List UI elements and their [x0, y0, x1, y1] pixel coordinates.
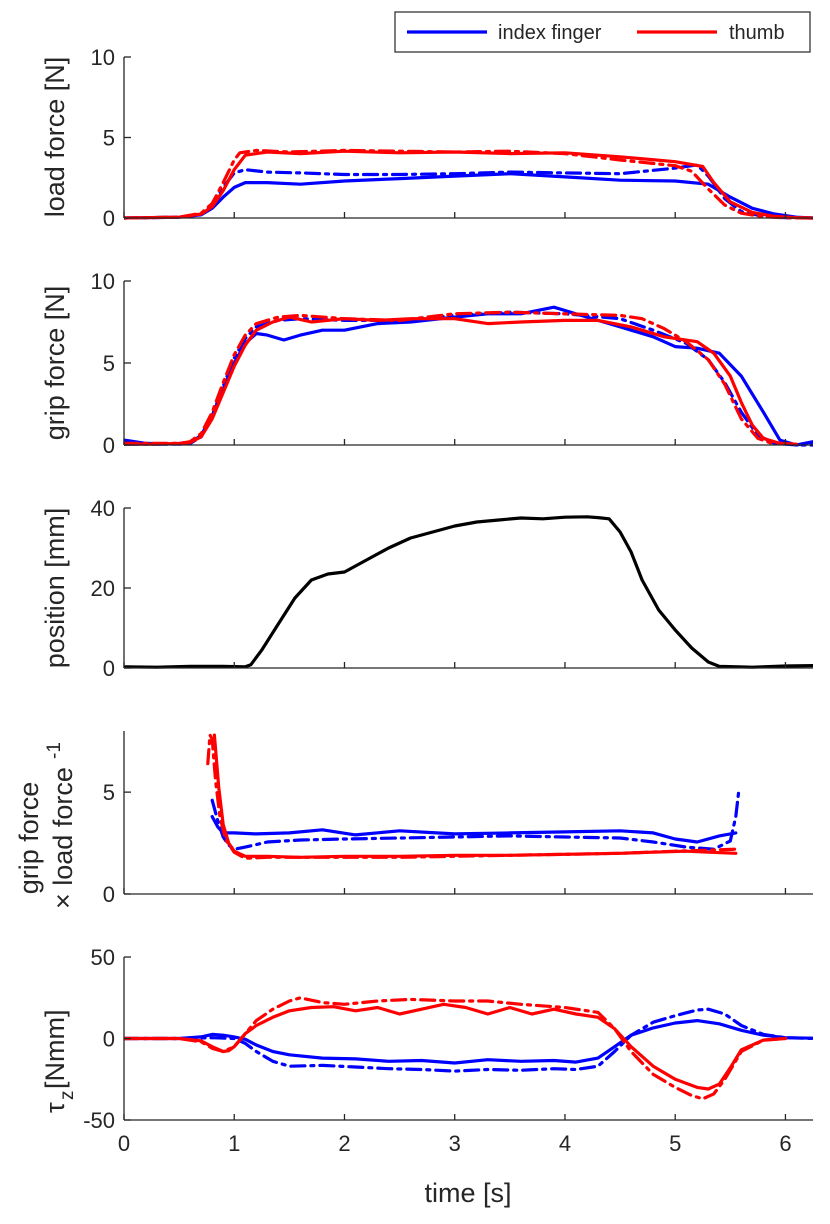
legend-label-index: index finger	[498, 22, 602, 44]
xtick-label-0: 0	[118, 1131, 130, 1156]
xlabel: time [s]	[424, 1178, 511, 1208]
series-ratio-1	[210, 786, 741, 851]
ytick-label-grip-force-2: 10	[91, 269, 115, 294]
xtick-label-5: 5	[669, 1131, 681, 1156]
panel-load-force: 0 5 10	[91, 45, 813, 231]
ylabel-torque-group: τ z [Nmm]	[40, 1010, 78, 1113]
ytick-label-position-2: 40	[91, 496, 115, 521]
ylabel-ratio-line2: × load force	[48, 767, 78, 909]
series-ratio-0	[210, 814, 738, 844]
ytick-label-position-1: 20	[91, 576, 115, 601]
ylabel-load-force: load force [N]	[40, 57, 70, 218]
panel-grip-force: 0 5 10	[91, 269, 813, 458]
xtick-label-6: 6	[779, 1131, 791, 1156]
series-grip-force-3	[124, 310, 777, 446]
ytick-label-ratio-0: 0	[103, 882, 115, 907]
ytick-label-torque-1: 0	[103, 1027, 115, 1052]
ytick-label-grip-force-1: 5	[103, 351, 115, 376]
ytick-label-load-force-1: 5	[103, 126, 115, 151]
series-torque-1	[124, 1007, 813, 1073]
ytick-label-load-force-0: 0	[103, 206, 115, 231]
xtick-label-4: 4	[559, 1131, 571, 1156]
ylabel-grip-force: grip force [N]	[40, 286, 70, 441]
series-position-0	[124, 515, 813, 669]
ylabel-ratio-sup: -1	[44, 742, 65, 759]
series-ratio-3	[206, 733, 738, 860]
ytick-label-position-0: 0	[103, 656, 115, 681]
ytick-label-grip-force-0: 0	[103, 433, 115, 458]
series-load-force-2	[124, 149, 813, 220]
ytick-label-torque-0: -50	[83, 1108, 115, 1133]
series-ratio-2	[212, 733, 738, 859]
ytick-label-ratio-1: 5	[103, 780, 115, 805]
xtick-label-3: 3	[449, 1131, 461, 1156]
panel-position: 0 20 40	[91, 496, 813, 681]
legend-label-thumb: thumb	[729, 22, 785, 44]
ylabel-torque-tau: τ	[40, 1102, 70, 1113]
ytick-label-torque-2: 50	[91, 945, 115, 970]
series-torque-3	[124, 996, 788, 1101]
series-load-force-3	[124, 148, 813, 220]
panel-ratio: 05	[103, 731, 813, 907]
ylabel-ratio-line1: grip force	[14, 782, 44, 895]
ylabel-ratio-line2-group: × load force -1	[44, 742, 78, 909]
series-torque-0	[124, 1018, 813, 1065]
ylabel-torque-sub: z	[57, 1091, 78, 1101]
ytick-label-load-force-2: 10	[91, 45, 115, 70]
xtick-label-1: 1	[228, 1131, 240, 1156]
ylabel-position: position [mm]	[40, 508, 70, 669]
legend: index finger thumb	[394, 11, 811, 53]
series-torque-2	[124, 1002, 788, 1091]
xtick-label-2: 2	[338, 1131, 350, 1156]
series-load-force-0	[124, 172, 813, 220]
ylabel-torque-unit: [Nmm]	[40, 1010, 70, 1089]
